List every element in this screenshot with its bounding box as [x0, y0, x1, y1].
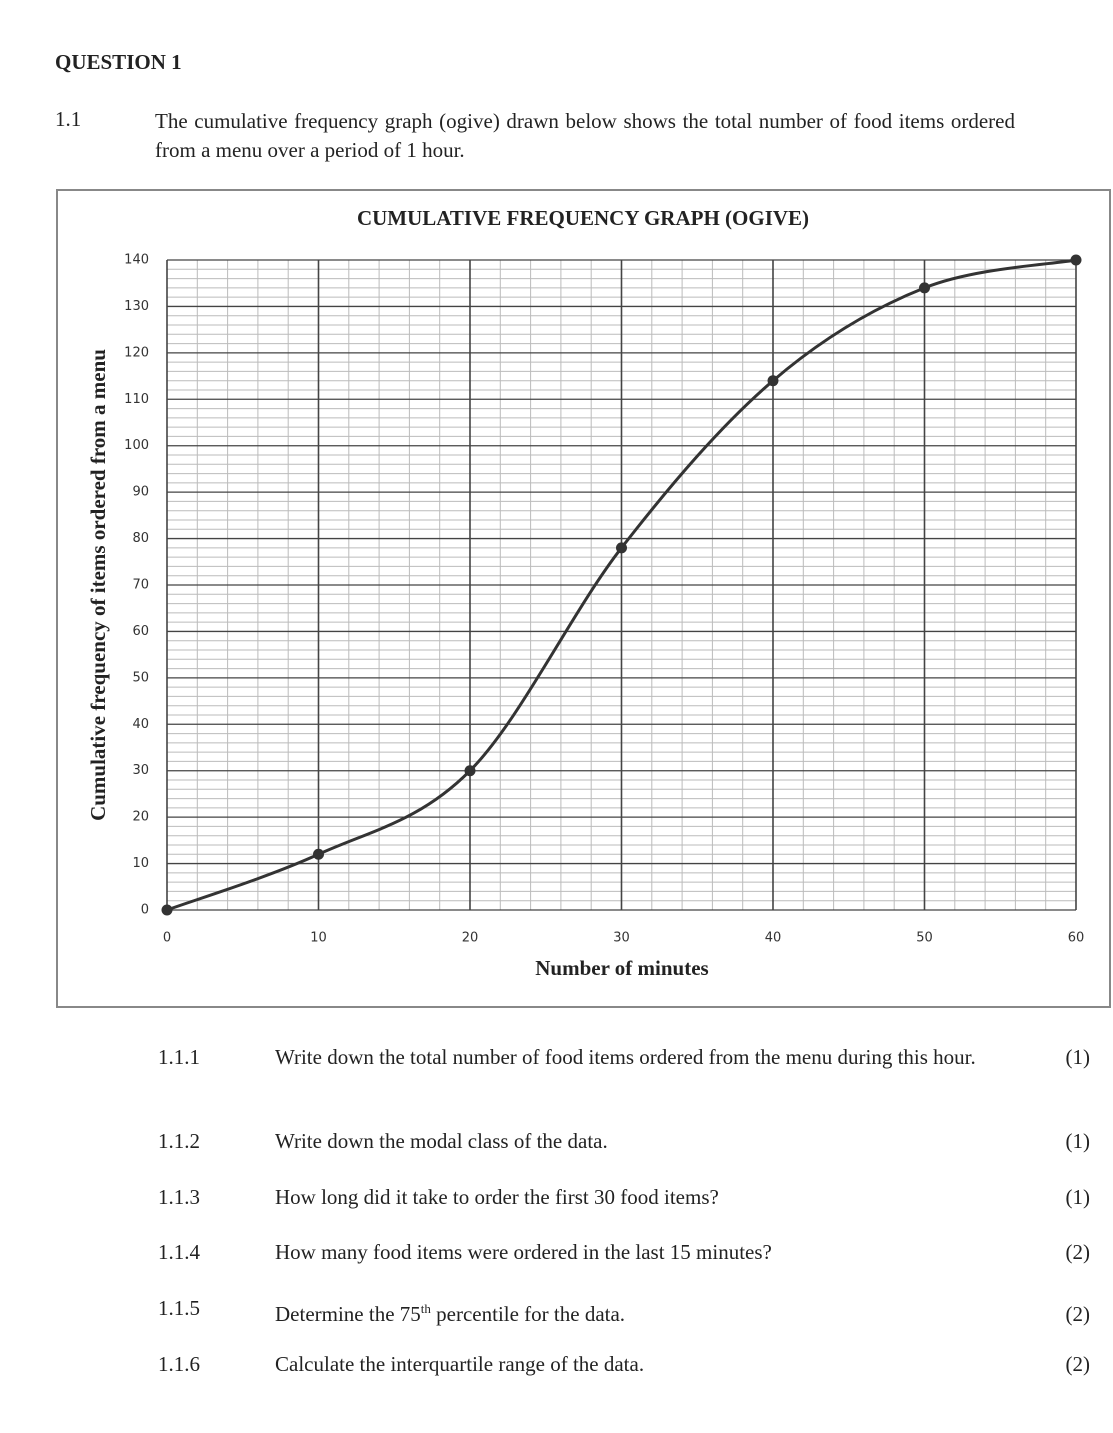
x-axis-label: Number of minutes	[535, 956, 708, 980]
question-text: How long did it take to order the first …	[275, 1185, 719, 1209]
chart-frame	[56, 189, 1111, 1008]
y-tick-label: 20	[132, 810, 149, 825]
y-tick-label: 140	[124, 253, 149, 268]
y-tick-label: 130	[124, 299, 149, 314]
x-tick-label: 10	[310, 931, 327, 946]
question-row: 1.1.6 Calculate the interquartile range o…	[158, 1350, 1090, 1379]
question-text: Calculate the interquartile range of the…	[275, 1352, 645, 1376]
y-tick-label: 60	[132, 624, 149, 639]
question-row: 1.1.5 Determine the 75th percentile for t…	[158, 1294, 1090, 1329]
y-tick-label: 0	[141, 903, 149, 918]
chart-title: CUMULATIVE FREQUENCY GRAPH (OGIVE)	[357, 206, 809, 230]
text-part: percentile for the data.	[430, 1302, 626, 1326]
x-tick-label: 50	[916, 931, 933, 946]
y-tick-label: 10	[132, 856, 149, 871]
question-number: 1.1.5	[158, 1296, 200, 1320]
question-text: Write down the total number of food item…	[275, 1045, 976, 1069]
question-marks: (2)	[1065, 1240, 1091, 1264]
question-number: 1.1.1	[158, 1045, 200, 1069]
question-row: 1.1.2 Write down the modal class of the d…	[158, 1127, 1090, 1156]
x-tick-label: 40	[765, 931, 782, 946]
y-tick-label: 30	[132, 763, 149, 778]
question-row: 1.1.1 Write down the total number of food…	[158, 1043, 1090, 1072]
y-tick-label: 40	[132, 717, 149, 732]
y-tick-label: 100	[124, 438, 149, 453]
question-text: Determine the 75th percentile for the da…	[275, 1294, 1020, 1329]
question-text: How many food items were ordered in the …	[275, 1240, 772, 1264]
superscript: th	[420, 1301, 431, 1316]
y-axis-label: Cumulative frequency of items ordered fr…	[86, 349, 110, 821]
data-point	[919, 282, 930, 294]
data-point	[313, 848, 324, 860]
question-row: 1.1.3 How long did it take to order the f…	[158, 1183, 1090, 1212]
y-tick-label: 50	[132, 670, 149, 685]
question-marks: (2)	[1065, 1302, 1091, 1326]
data-point	[1070, 254, 1082, 266]
question-number: 1.1.2	[158, 1129, 200, 1153]
data-point	[464, 765, 476, 777]
data-point	[767, 375, 779, 387]
question-marks: (1)	[1065, 1185, 1091, 1209]
question-row: 1.1.4 How many food items were ordered in…	[158, 1238, 1090, 1267]
question-marks: (1)	[1065, 1129, 1091, 1153]
x-tick-label: 60	[1068, 931, 1085, 946]
data-point	[616, 542, 627, 554]
y-tick-label: 110	[124, 392, 149, 407]
x-tick-label: 30	[613, 931, 630, 946]
y-tick-label: 120	[124, 345, 149, 360]
data-point	[161, 904, 173, 916]
intro-number: 1.1	[55, 107, 82, 131]
y-tick-label: 70	[132, 578, 149, 593]
text-part: Determine the 75	[275, 1302, 421, 1326]
question-text: Write down the modal class of the data.	[275, 1129, 608, 1153]
heading: QUESTION 1	[55, 50, 182, 74]
x-tick-label: 0	[163, 931, 171, 946]
x-tick-label: 20	[462, 931, 479, 946]
question-number: 1.1.6	[158, 1352, 200, 1376]
question-marks: (1)	[1065, 1045, 1091, 1069]
y-tick-label: 90	[132, 485, 149, 500]
question-marks: (2)	[1065, 1352, 1091, 1376]
question-number: 1.1.4	[158, 1240, 200, 1264]
question-number: 1.1.3	[158, 1185, 200, 1209]
y-tick-label: 80	[132, 531, 149, 546]
intro-text: The cumulative frequency graph (ogive) d…	[155, 109, 1015, 162]
